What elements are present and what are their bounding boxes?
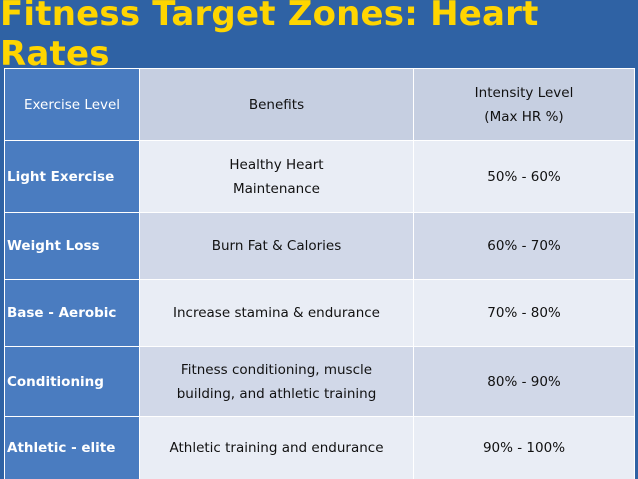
header-intensity-level: Intensity Level (Max HR %)	[413, 68, 635, 141]
row-intensity: 60% - 70%	[413, 212, 635, 280]
table-row: Athletic - elite Athletic training and e…	[4, 416, 635, 479]
benefits-line: Fitness conditioning, muscle	[180, 361, 373, 378]
table-row: Conditioning Fitness conditioning, muscl…	[4, 346, 635, 417]
benefits-line: Healthy Heart	[229, 156, 324, 173]
row-intensity: 70% - 80%	[413, 279, 635, 347]
row-benefits: Healthy Heart Maintenance	[139, 140, 414, 213]
row-level-label: Base - Aerobic	[4, 279, 140, 347]
row-level-label: Conditioning	[4, 346, 140, 417]
row-level-label: Weight Loss	[4, 212, 140, 280]
row-benefits: Athletic training and endurance	[139, 416, 414, 479]
row-intensity: 80% - 90%	[413, 346, 635, 417]
header-exercise-level: Exercise Level	[4, 68, 140, 141]
table-header-row: Exercise Level Benefits Intensity Level …	[4, 68, 635, 141]
table-row: Weight Loss Burn Fat & Calories 60% - 70…	[4, 212, 635, 280]
heart-rate-table: Exercise Level Benefits Intensity Level …	[4, 68, 635, 479]
row-benefits: Burn Fat & Calories	[139, 212, 414, 280]
header-intensity-line1: Intensity Level	[474, 84, 574, 101]
row-intensity: 50% - 60%	[413, 140, 635, 213]
benefits-line: building, and athletic training	[176, 385, 377, 402]
row-level-label: Athletic - elite	[4, 416, 140, 479]
benefits-line: Maintenance	[233, 180, 320, 197]
header-intensity-line2: (Max HR %)	[484, 108, 564, 125]
row-level-label: Light Exercise	[4, 140, 140, 213]
row-benefits: Increase stamina & endurance	[139, 279, 414, 347]
row-benefits: Fitness conditioning, muscle building, a…	[139, 346, 414, 417]
header-benefits: Benefits	[139, 68, 414, 141]
page-title: Fitness Target Zones: Heart Rates	[0, 0, 539, 74]
table-row: Base - Aerobic Increase stamina & endura…	[4, 279, 635, 347]
table-row: Light Exercise Healthy Heart Maintenance…	[4, 140, 635, 213]
row-intensity: 90% - 100%	[413, 416, 635, 479]
